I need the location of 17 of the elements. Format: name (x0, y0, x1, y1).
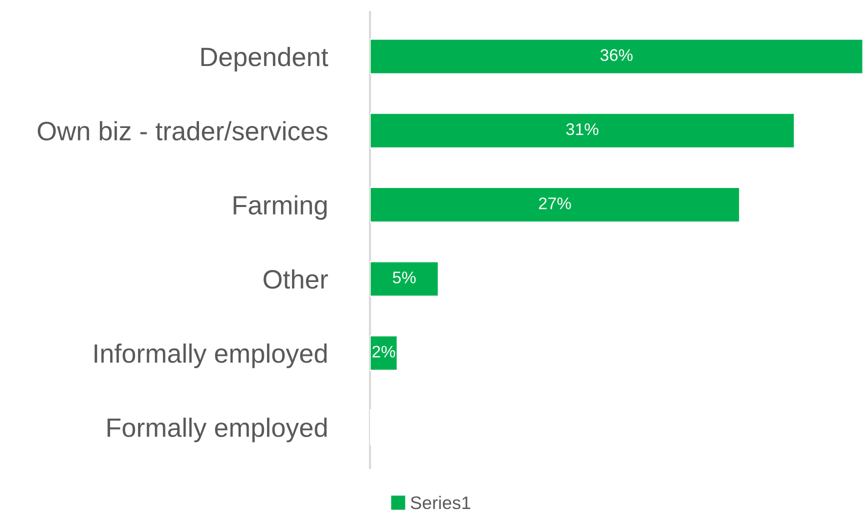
bar (370, 112, 796, 149)
data-label: 27% (539, 197, 571, 210)
bar (370, 38, 863, 75)
y-tick-label: Dependent (201, 46, 328, 72)
bar (370, 334, 398, 372)
data-label: 31% (566, 123, 598, 136)
y-tick-label: Own biz - trader/services (38, 121, 328, 140)
legend-label: Series1 (410, 496, 470, 510)
y-tick-label: Farming (234, 195, 327, 220)
y-tick-label: Informally employed (94, 344, 327, 368)
y-tick-label: Other (264, 269, 328, 289)
data-label: 36% (600, 49, 633, 61)
data-label: 5% (392, 272, 416, 284)
y-tick-label: Formally employed (108, 418, 327, 442)
bar (370, 260, 440, 298)
bar (370, 186, 740, 223)
data-label: 2% (372, 346, 396, 358)
